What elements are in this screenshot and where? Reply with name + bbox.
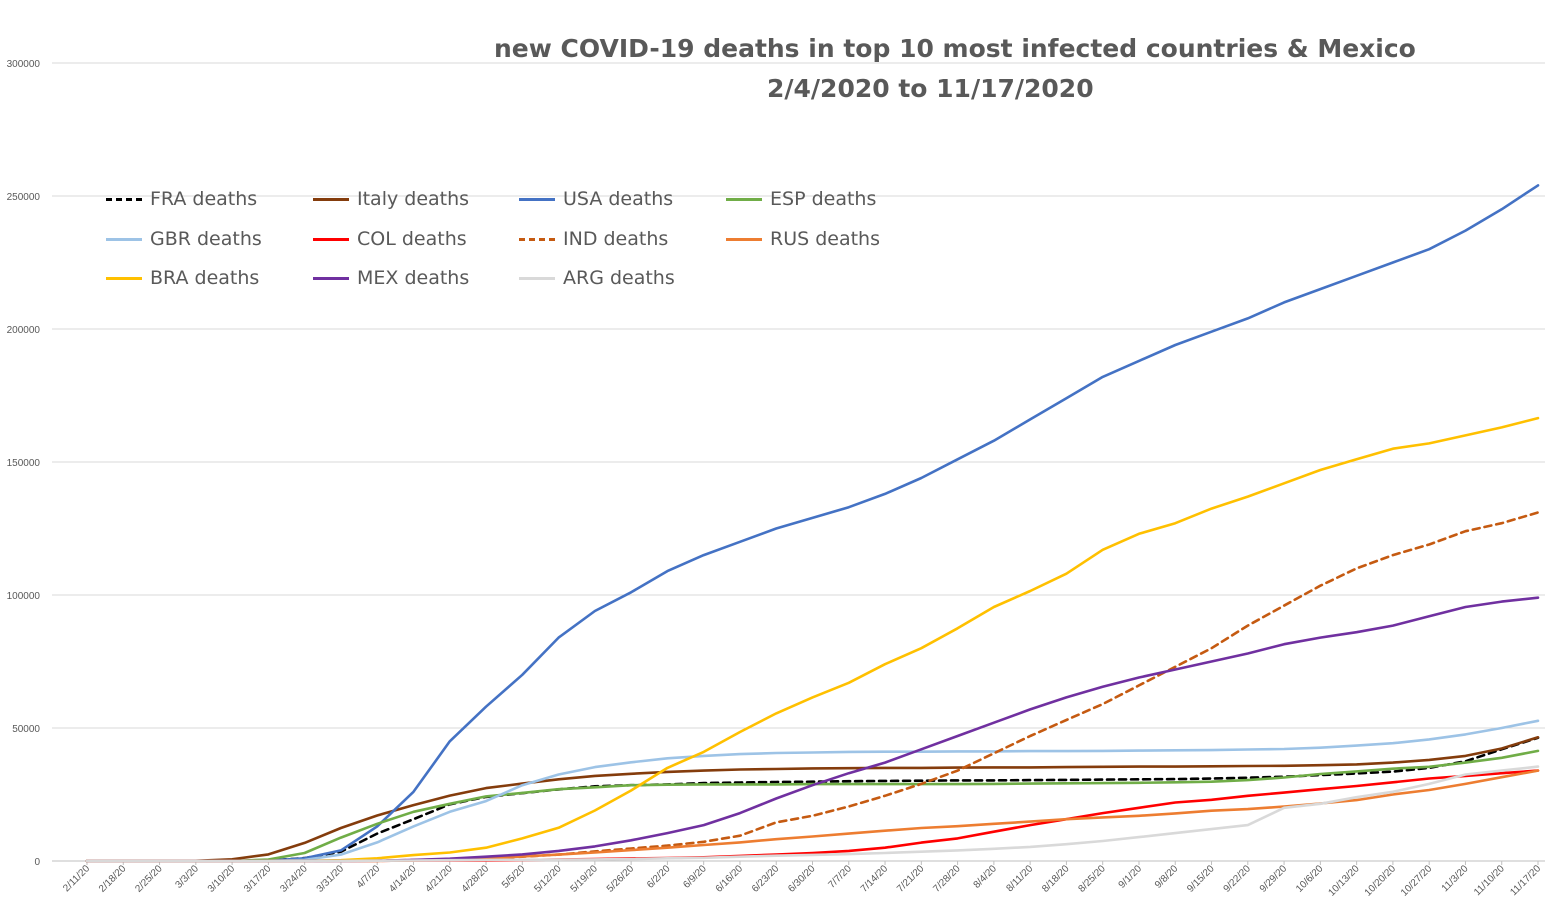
x-tick-label: 7/14/20 (859, 863, 891, 895)
chart-title: new COVID-19 deaths in top 10 most infec… (494, 34, 1416, 63)
series-line-bra-deaths (85, 416, 1540, 863)
legend-item: USA deaths (519, 187, 673, 211)
chart-subtitle: 2/4/2020 to 11/17/2020 (767, 74, 1094, 103)
x-tick-label: 2/18/20 (97, 863, 129, 895)
x-tick-label: 7/21/20 (895, 863, 927, 895)
legend-item: IND deaths (519, 227, 668, 251)
x-tick-label: 8/4/20 (972, 863, 1000, 891)
legend-swatch (313, 197, 349, 201)
legend-item: COL deaths (313, 227, 467, 251)
legend-label: IND deaths (563, 228, 669, 250)
x-tick-label: 10/6/20 (1294, 863, 1326, 895)
series-line-usa-deaths (85, 184, 1540, 863)
legend-swatch (106, 276, 142, 280)
legend-swatch (519, 237, 555, 241)
x-tick-label: 3/31/20 (315, 863, 347, 895)
legend-item: RUS deaths (726, 227, 880, 251)
x-tick-label: 5/5/20 (500, 863, 528, 891)
y-tick-label: 100000 (7, 591, 41, 602)
x-tick-label: 11/3/20 (1440, 863, 1471, 894)
legend-item: FRA deaths (106, 187, 257, 211)
legend-label: Italy deaths (357, 188, 470, 210)
x-tick-label: 5/19/20 (569, 863, 601, 895)
y-axis: 0 50000 100000 150000 200000 250000 300000 (7, 59, 41, 868)
x-tick-label: 4/7/20 (355, 863, 383, 891)
x-tick-label: 4/14/20 (387, 863, 419, 895)
x-tick-label: 8/11/20 (1004, 863, 1035, 894)
x-axis: 2/11/20 2/18/20 2/25/20 3/3/20 3/10/20 3/17/2… (61, 861, 1543, 899)
legend-swatch (106, 197, 142, 201)
legend-label: BRA deaths (150, 267, 260, 289)
legend-swatch (313, 276, 349, 280)
x-tick-label: 5/26/20 (605, 863, 637, 895)
series-line-gbr-deaths (85, 719, 1540, 863)
legend-label: MEX deaths (357, 267, 470, 289)
legend-label: GBR deaths (150, 228, 262, 250)
legend-item: GBR deaths (106, 227, 262, 251)
series-line-ind-deaths (85, 511, 1540, 863)
x-tick-label: 6/30/20 (786, 863, 818, 895)
series-line-mex-deaths (85, 596, 1540, 863)
legend-item: Italy deaths (313, 187, 469, 211)
legend-swatch (519, 276, 555, 280)
x-tick-label: 8/18/20 (1040, 863, 1072, 895)
series-line-italy-deaths (85, 735, 1540, 863)
x-tick-label: 10/13/20 (1326, 863, 1362, 899)
x-tick-label: 3/24/20 (278, 863, 310, 895)
legend-label: COL deaths (357, 228, 467, 250)
x-tick-label: 6/23/20 (750, 863, 782, 895)
x-tick-label: 10/27/20 (1399, 863, 1435, 899)
x-tick-label: 11/10/20 (1472, 863, 1507, 898)
x-tick-label: 7/28/20 (931, 863, 963, 895)
legend-label: ESP deaths (770, 188, 877, 210)
legend-swatch (106, 237, 142, 241)
y-tick-label: 300000 (7, 59, 41, 70)
x-tick-label: 11/17/20 (1508, 863, 1543, 898)
legend-item: MEX deaths (313, 266, 469, 290)
y-tick-label: 200000 (7, 325, 41, 336)
gridlines (52, 62, 1545, 862)
x-tick-label: 4/21/20 (423, 863, 455, 895)
x-tick-label: 9/29/20 (1258, 863, 1290, 895)
legend-item: ARG deaths (519, 266, 675, 290)
x-tick-label: 6/16/20 (714, 863, 746, 895)
legend-label: RUS deaths (770, 228, 880, 250)
legend-swatch (519, 197, 555, 201)
x-tick-label: 9/8/20 (1153, 863, 1181, 891)
x-tick-label: 3/10/20 (206, 863, 238, 895)
x-tick-label: 9/22/20 (1222, 863, 1254, 895)
y-tick-label: 50000 (12, 724, 40, 735)
x-tick-label: 3/17/20 (242, 863, 274, 895)
x-tick-label: 7/7/20 (826, 863, 854, 891)
legend-swatch (726, 237, 762, 241)
legend-swatch (313, 237, 349, 241)
x-tick-label: 10/20/20 (1363, 863, 1399, 899)
y-tick-label: 0 (34, 857, 40, 868)
legend-label: FRA deaths (150, 188, 258, 210)
series-line-arg-deaths (85, 765, 1540, 863)
legend-item: ESP deaths (726, 187, 876, 211)
x-tick-label: 6/2/20 (645, 863, 673, 891)
y-tick-label: 150000 (7, 458, 41, 469)
y-tick-label: 250000 (7, 192, 41, 203)
x-tick-label: 4/28/20 (460, 863, 492, 895)
x-tick-label: 9/1/20 (1117, 863, 1145, 891)
x-tick-label: 5/12/20 (532, 863, 564, 895)
series-lines (85, 184, 1540, 863)
x-tick-label: 6/9/20 (681, 863, 709, 891)
x-tick-label: 9/15/20 (1185, 863, 1217, 895)
x-tick-label: 8/25/20 (1076, 863, 1108, 895)
legend-swatch (726, 197, 762, 201)
legend-label: USA deaths (563, 188, 674, 210)
legend-label: ARG deaths (563, 267, 675, 289)
legend-item: BRA deaths (106, 266, 259, 290)
x-tick-label: 2/25/20 (133, 863, 165, 895)
x-tick-label: 2/11/20 (61, 863, 92, 894)
x-tick-label: 3/3/20 (174, 863, 202, 891)
